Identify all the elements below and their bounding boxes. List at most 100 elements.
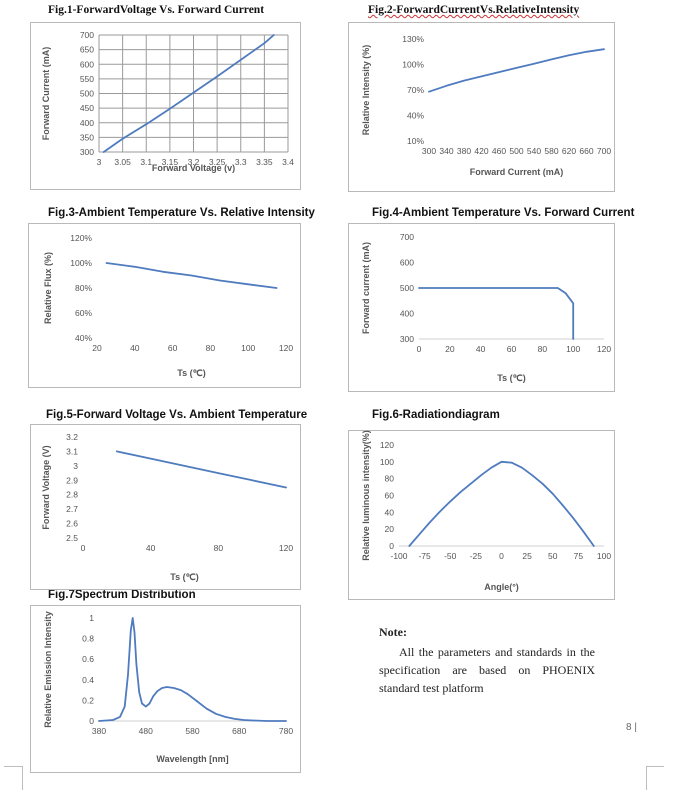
- fig7-data-point: [252, 719, 254, 722]
- fig2-data-point: [428, 91, 430, 93]
- fig7-ytick-label: 0.6: [82, 654, 94, 664]
- fig2-xlabel: Forward Current (mA): [470, 167, 564, 177]
- fig5-data-point: [116, 450, 118, 453]
- fig6-data-point: [541, 483, 544, 485]
- fig6-data-point: [490, 467, 492, 469]
- fig7-ylabel: Relative Emission Intensity: [43, 611, 53, 728]
- fig6-data-point: [562, 505, 564, 507]
- fig2-ytick-label: 40%: [407, 111, 424, 121]
- fig6-data-point: [593, 545, 595, 547]
- fig3-ylabel: Relative Flux (%): [43, 252, 53, 324]
- fig1-xtick-label: 3.25: [209, 157, 226, 167]
- fig7-data-point: [187, 693, 189, 695]
- fig2-ytick-label: 10%: [407, 136, 424, 146]
- fig7-plot: 380 480 580 680 780 0 0.2 0.4 0.6 0.8 1 Wavelength …: [43, 611, 293, 764]
- fig4-series-line: [418, 287, 575, 340]
- fig3-ytick-label: 80%: [75, 283, 92, 293]
- fig4-ytick-label: 500: [400, 283, 414, 293]
- fig2-xtick-label: 340: [439, 146, 453, 156]
- fig4-data-point: [564, 292, 567, 294]
- fig6-data-point: [449, 500, 451, 502]
- fig7-title: Fig.7Spectrum Distribution: [48, 589, 196, 601]
- fig3-xtick-label: 100: [241, 343, 255, 353]
- fig5-ylabel: Forward Voltage (V): [41, 445, 51, 529]
- fig5-ytick-label: 2.5: [66, 533, 78, 543]
- fig2-chart: 300 340 380 420 460 500 540 580 620 660 700 10% 40% 7…: [348, 22, 615, 192]
- fig6-xtick-label: 100: [597, 551, 611, 561]
- fig1-data-point: [169, 108, 171, 110]
- fig2-xtick-label: 460: [492, 146, 506, 156]
- fig6-data-point: [470, 483, 472, 485]
- fig2-xtick-label: 380: [457, 146, 471, 156]
- fig7-data-point: [285, 720, 287, 722]
- fig2-title: Fig.2-ForwardCurrentVs.RelativeIntensity: [368, 4, 579, 16]
- fig1-xlabel: Forward Voltage (v): [152, 163, 235, 173]
- fig7-data-point: [173, 687, 175, 689]
- fig5-data-point: [217, 472, 219, 474]
- fig6-xlabel: Angle(°): [484, 582, 519, 592]
- fig5-data-point: [285, 486, 287, 489]
- fig6-data-point: [418, 533, 421, 535]
- fig5-ytick-label: 2.7: [66, 504, 78, 514]
- fig4-xtick-label: 60: [507, 344, 517, 354]
- fig4-ytick-label: 300: [400, 334, 414, 344]
- fig3-plot: 20 40 60 80 100 120 40% 60% 80% 100% 120% Ts (℃) Rel…: [43, 233, 293, 378]
- fig6-ytick-label: 120: [380, 440, 394, 450]
- fig7-xtick-label: 380: [92, 726, 106, 736]
- fig7-ytick-label: 0.2: [82, 695, 94, 705]
- fig4-plot: 0 20 40 60 80 100 120 300 400 500 600 700 Ts (℃) Forw…: [361, 232, 611, 383]
- fig4-data-point: [572, 302, 574, 304]
- fig7-xtick-label: 680: [232, 726, 246, 736]
- fig1-ytick-label: 350: [80, 132, 94, 142]
- fig1-data-point: [122, 138, 124, 140]
- fig6-xtick-label: -25: [470, 551, 483, 561]
- fig6-data-point: [408, 545, 410, 547]
- fig1-plot: 3 3.05 3.1 3.15 3.2 3.25 3.3 3.35 3.4 300 350 400 45…: [41, 30, 294, 173]
- fig5-ytick-label: 2.6: [66, 519, 78, 529]
- fig2-data-point: [603, 48, 605, 50]
- fig7-xlabel: Wavelength [nm]: [156, 754, 228, 764]
- fig3-chart: 20 40 60 80 100 120 40% 60% 80% 100% 120% Ts (℃) Rel…: [28, 223, 301, 388]
- fig6-ylabel: Relative luminous intensity(%): [361, 430, 371, 561]
- fig6-ytick-label: 20: [385, 524, 395, 534]
- fig6-ytick-label: 80: [385, 474, 395, 484]
- fig5-xlabel: Ts (℃): [170, 572, 198, 582]
- fig5-data-point: [183, 465, 186, 467]
- fig2-ylabel: Relative Intensity (%): [361, 45, 371, 136]
- fig1-ytick-label: 400: [80, 118, 94, 128]
- fig2-xtick-label: 540: [527, 146, 541, 156]
- fig2-data-point: [498, 71, 500, 73]
- fig5-xtick-label: 0: [81, 543, 86, 553]
- fig1-xtick-label: 3.3: [235, 157, 247, 167]
- fig3-xtick-label: 80: [206, 343, 216, 353]
- fig1-ytick-label: 600: [80, 59, 94, 69]
- fig2-data-point: [568, 54, 570, 56]
- fig6-plot: -100 -75 -50 -25 0 25 50 75 100 0 20 40 60 80 100 120 An…: [361, 430, 611, 592]
- fig6-ytick-label: 40: [385, 507, 395, 517]
- fig7-xtick-label: 580: [185, 726, 199, 736]
- fig6-data-point: [521, 467, 523, 469]
- fig2-xtick-label: 420: [474, 146, 488, 156]
- fig5-data-point: [150, 458, 152, 460]
- fig3-xlabel: Ts (℃): [177, 368, 205, 378]
- fig1-ylabel: Forward Current (mA): [41, 47, 51, 141]
- fig2-xtick-label: 500: [509, 146, 523, 156]
- fig7-ytick-label: 0.4: [82, 675, 94, 685]
- fig2-ytick-label: 130%: [402, 34, 424, 44]
- fig1-xtick-label: 3.2: [188, 157, 200, 167]
- fig1-ytick-label: 450: [80, 103, 94, 113]
- fig7-ytick-label: 1: [89, 613, 94, 623]
- fig7-data-point: [124, 705, 126, 708]
- fig6-data-point: [500, 461, 503, 463]
- fig7-data-point: [224, 716, 226, 718]
- fig6-data-point: [582, 531, 585, 533]
- fig6-xtick-label: 0: [499, 551, 504, 561]
- fig6-xtick-label: 25: [522, 551, 532, 561]
- note-text: All the parameters and standards in the …: [379, 645, 595, 695]
- crop-mark-right-h: [646, 766, 664, 767]
- fig3-data-point: [134, 266, 136, 268]
- fig4-xtick-label: 100: [566, 344, 580, 354]
- fig7-data-point: [127, 674, 129, 676]
- fig5-ytick-label: 3: [73, 461, 78, 471]
- fig7-data-point: [138, 691, 140, 693]
